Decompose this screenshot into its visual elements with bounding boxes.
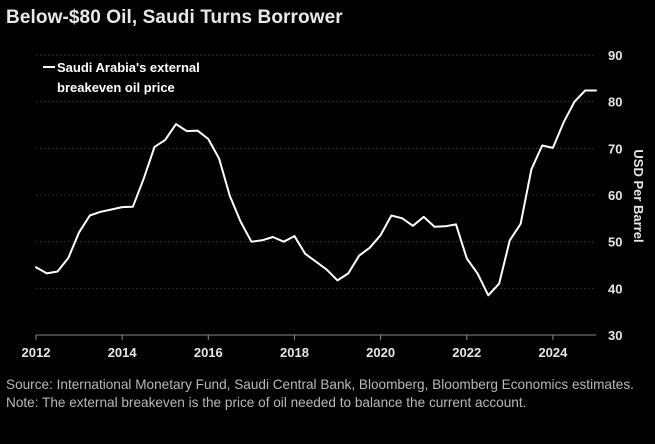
x-tick-labels: 2012 2014 2016 2018 2020 2022 2024 [22,345,569,360]
x-tick-label: 2022 [452,345,481,360]
chart-title: Below-$80 Oil, Saudi Turns Borrower [6,7,343,28]
x-tick-label: 2014 [108,345,138,360]
x-tick-label: 2024 [538,345,568,360]
x-tick-label: 2018 [280,345,309,360]
y-tick-label: 80 [608,95,622,110]
y-tick-label: 40 [608,281,622,296]
x-axis [35,334,596,340]
gridlines [36,54,596,289]
y-tick-labels: 30 40 50 60 70 80 90 [608,48,622,343]
legend-label-line-2: breakeven oil price [57,80,175,95]
y-tick-label: 50 [608,235,622,250]
x-tick-label: 2012 [22,345,51,360]
x-tick-label: 2016 [194,345,223,360]
y-axis-label: USD Per Barrel [631,149,646,242]
legend-label-line-1: Saudi Arabia's external [57,60,200,75]
y-tick-label: 70 [608,141,622,156]
series-line [35,89,597,297]
y-tick-label: 30 [608,328,622,343]
line-chart: 2012 2014 2016 2018 2020 2022 2024 30 40 50 60 70 8… [22,48,646,360]
y-tick-label: 90 [608,48,622,63]
source-note: Source: International Monetary Fund, Sau… [6,377,634,410]
legend: Saudi Arabia's external breakeven oil pr… [43,60,200,95]
y-tick-label: 60 [608,188,622,203]
x-tick-label: 2020 [366,345,395,360]
